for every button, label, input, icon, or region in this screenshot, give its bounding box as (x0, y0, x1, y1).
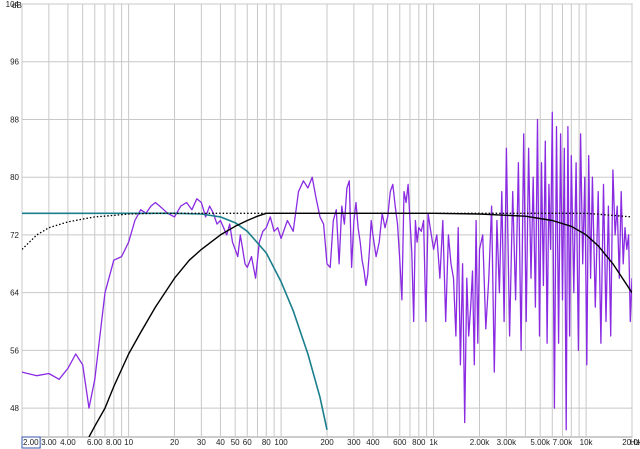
x-tick-label: 40 (216, 438, 225, 447)
x-tick-label: 3.00k (497, 438, 518, 447)
y-tick-label: 96 (10, 58, 19, 67)
x-tick-label: 5.00k (530, 438, 551, 447)
x-axis-labels: 2.00 3.00 4.00 6.00 8.00 10 20 30 40 50 60 80 100 200… (21, 436, 640, 449)
x-tick-label: 30 (197, 438, 206, 447)
x-tick-label: 2.00k (470, 438, 491, 447)
x-tick-label: 600 (393, 438, 407, 447)
y-tick-label: 48 (10, 404, 19, 413)
x-tick-label: 6.00 (87, 438, 103, 447)
x-tick-label: 10 (124, 438, 133, 447)
series-group (22, 111, 632, 437)
x-tick-label: 3.00 (41, 438, 57, 447)
black-curve (88, 212, 632, 437)
y-tick-label: 64 (10, 289, 19, 298)
y-tick-label: 56 (10, 346, 19, 355)
x-tick-label: 4.00 (60, 438, 76, 447)
x-tick-label: 300 (347, 438, 361, 447)
x-tick-label: 10k (580, 438, 594, 447)
x-tick-label: 1k (429, 438, 438, 447)
x-tick-label: 7.00k (553, 438, 574, 447)
x-tick-label: 400 (366, 438, 380, 447)
y-tick-label: 80 (10, 173, 19, 182)
x-start-frequency-box[interactable] (21, 436, 41, 449)
x-tick-label: 8.00 (106, 438, 122, 447)
y-axis-unit-label: dB (12, 1, 22, 10)
purple-measurement-curve (22, 111, 632, 431)
x-tick-label: 20.0k (622, 438, 640, 447)
dotted-curve (22, 212, 632, 250)
x-tick-label: 100 (274, 438, 288, 447)
y-tick-label: 88 (10, 115, 19, 124)
y-tick-label: 72 (10, 231, 19, 240)
x-axis-unit-label: Hz (630, 438, 640, 447)
y-tick-label: 104 (6, 0, 20, 9)
x-tick-label: 50 (231, 438, 240, 447)
x-tick-label: 20 (170, 438, 179, 447)
x-tick-label: 60 (243, 438, 252, 447)
x-tick-label: 800 (412, 438, 426, 447)
x-tick-label: 80 (262, 438, 271, 447)
x-tick-label[interactable]: 2.00 (23, 438, 39, 447)
y-axis-labels: 48 56 64 72 80 88 96 104 (6, 0, 20, 413)
x-tick-label: 200 (320, 438, 334, 447)
